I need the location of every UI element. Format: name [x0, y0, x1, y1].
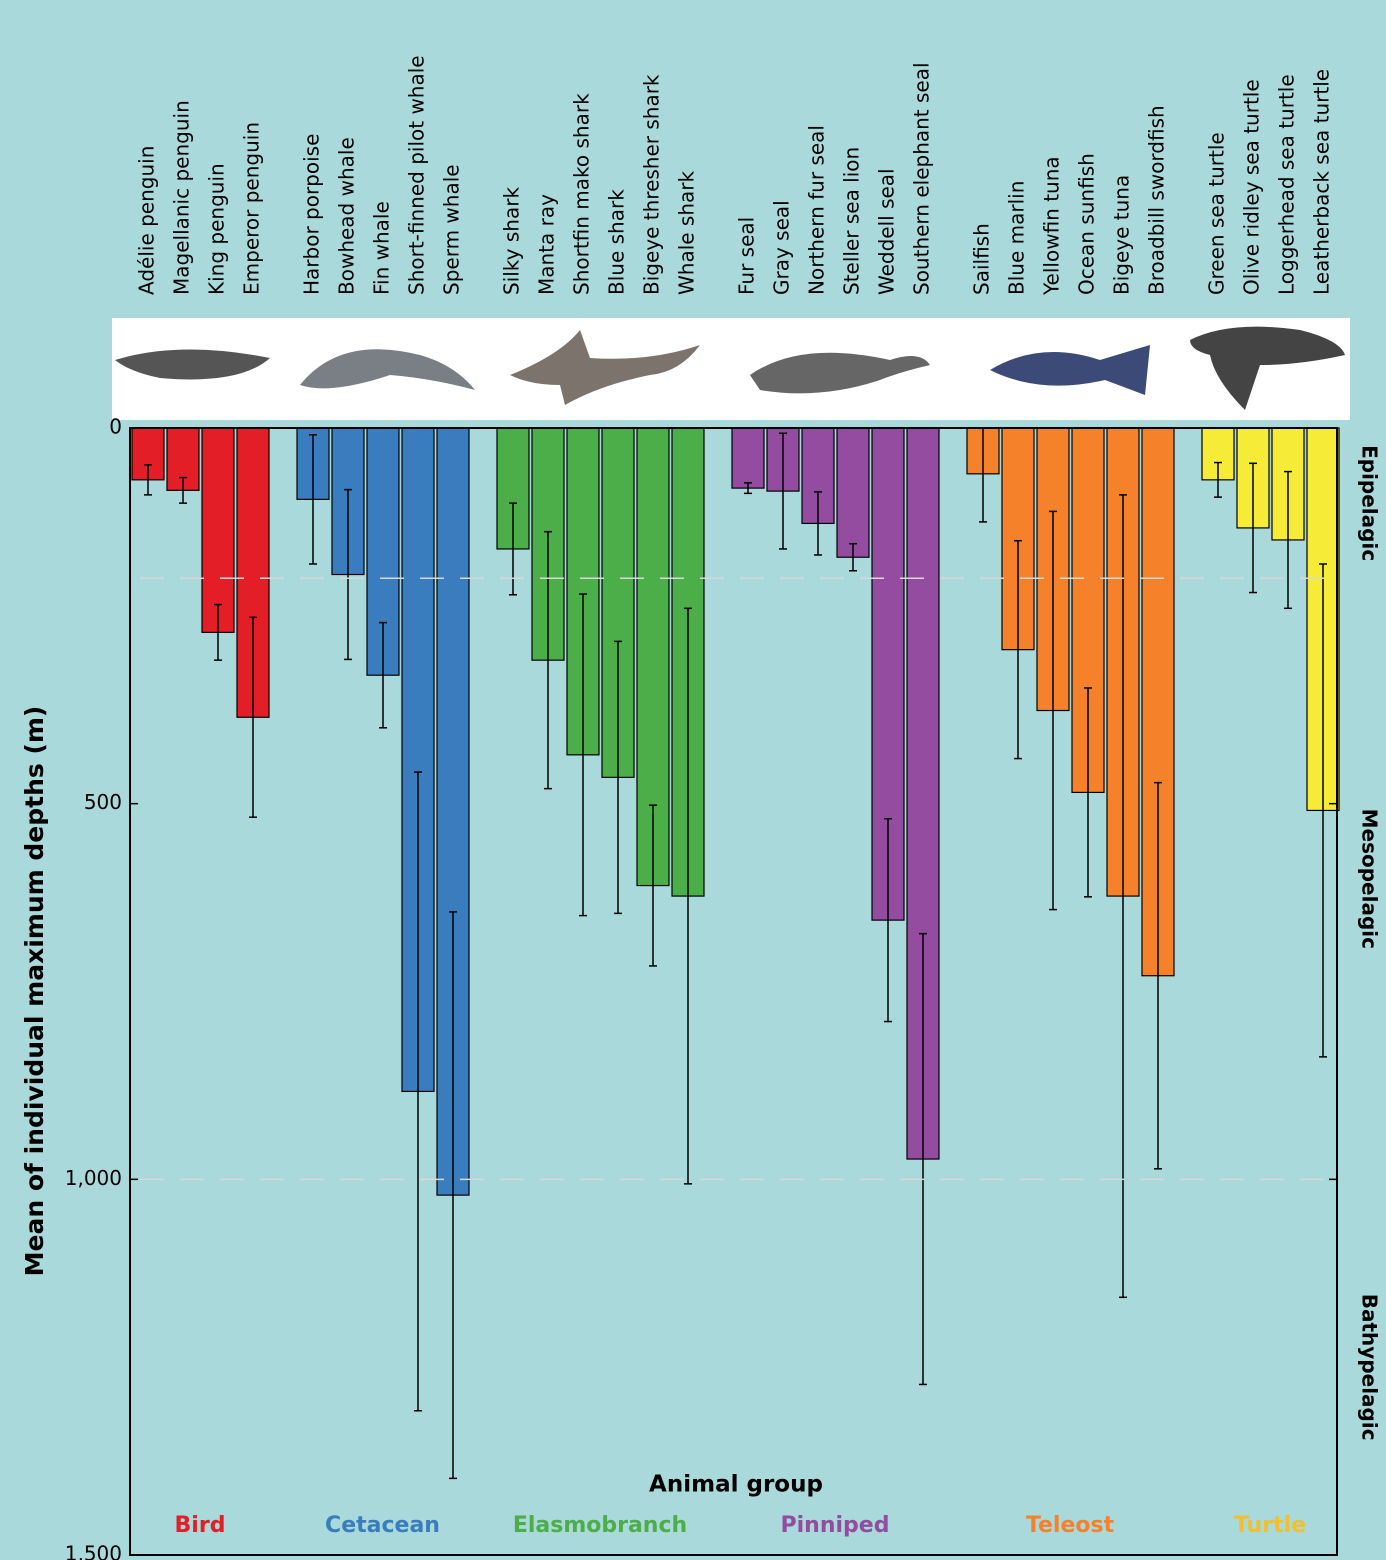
zone-label: Mesopelagic [1358, 809, 1382, 949]
x-axis-label: Animal group [649, 1472, 823, 1498]
category-label: Yellowfin tuna [1040, 156, 1064, 296]
category-label: Steller sea lion [840, 147, 864, 295]
animal-illustrations [112, 318, 1350, 420]
category-label: Loggerhead sea turtle [1275, 74, 1299, 295]
category-label: Short-finned pilot whale [405, 55, 429, 295]
category-label: Magellanic penguin [170, 100, 194, 295]
y-axis-label: Mean of individual maximum depths (m) [20, 706, 49, 1277]
axis-frame [129, 427, 1338, 1556]
category-label: Bowhead whale [335, 137, 359, 295]
category-label: Weddell seal [875, 168, 899, 295]
turtle-icon [1190, 326, 1345, 410]
zone-label: Bathypelagic [1358, 1294, 1382, 1441]
category-label: Leatherback sea turtle [1310, 69, 1334, 295]
group-label: Elasmobranch [513, 1513, 687, 1538]
category-label: Silky shark [500, 187, 524, 295]
shark-icon [510, 330, 700, 405]
category-label: King penguin [205, 163, 229, 295]
category-label: Bigeye tuna [1110, 175, 1134, 295]
whale-icon [300, 349, 475, 390]
group-label: Turtle [1234, 1513, 1306, 1538]
category-label: Green sea turtle [1205, 132, 1229, 295]
category-label: Broadbill swordfish [1145, 105, 1169, 295]
category-label: Sailfish [970, 223, 994, 295]
group-label: Pinniped [781, 1513, 890, 1538]
category-label: Fin whale [370, 201, 394, 295]
category-label: Emperor penguin [240, 122, 264, 295]
category-label: Blue marlin [1005, 181, 1029, 295]
category-label: Northern fur seal [805, 125, 829, 295]
y-tick-label: 1,000 [65, 1166, 122, 1190]
group-label: Bird [175, 1513, 226, 1538]
category-label: Fur seal [735, 217, 759, 295]
category-label: Gray seal [770, 200, 794, 295]
y-tick-label: 1,500 [65, 1542, 122, 1560]
category-label: Ocean sunfish [1075, 153, 1099, 295]
tuna-icon [990, 345, 1150, 395]
category-label: Whale shark [675, 171, 699, 296]
category-label: Harbor porpoise [300, 134, 324, 295]
category-label: Southern elephant seal [910, 62, 934, 295]
category-label: Blue shark [605, 189, 629, 295]
group-label: Teleost [1026, 1513, 1115, 1538]
category-label: Adélie penguin [135, 146, 159, 295]
y-tick-label: 500 [84, 790, 122, 814]
category-label: Sperm whale [440, 164, 464, 295]
category-label: Manta ray [535, 194, 559, 295]
category-label: Bigeye thresher shark [640, 74, 664, 295]
bar [836, 427, 870, 558]
seal-icon [750, 352, 930, 394]
illustrations [115, 326, 1345, 410]
category-label: Shortfin mako shark [570, 93, 594, 295]
bar [731, 427, 765, 489]
penguin-icon [115, 349, 270, 380]
group-label: Cetacean [325, 1513, 440, 1538]
zone-label: Epipelagic [1358, 445, 1382, 561]
y-tick-label: 0 [109, 415, 122, 439]
category-label: Olive ridley sea turtle [1240, 79, 1264, 295]
bar [201, 427, 235, 633]
